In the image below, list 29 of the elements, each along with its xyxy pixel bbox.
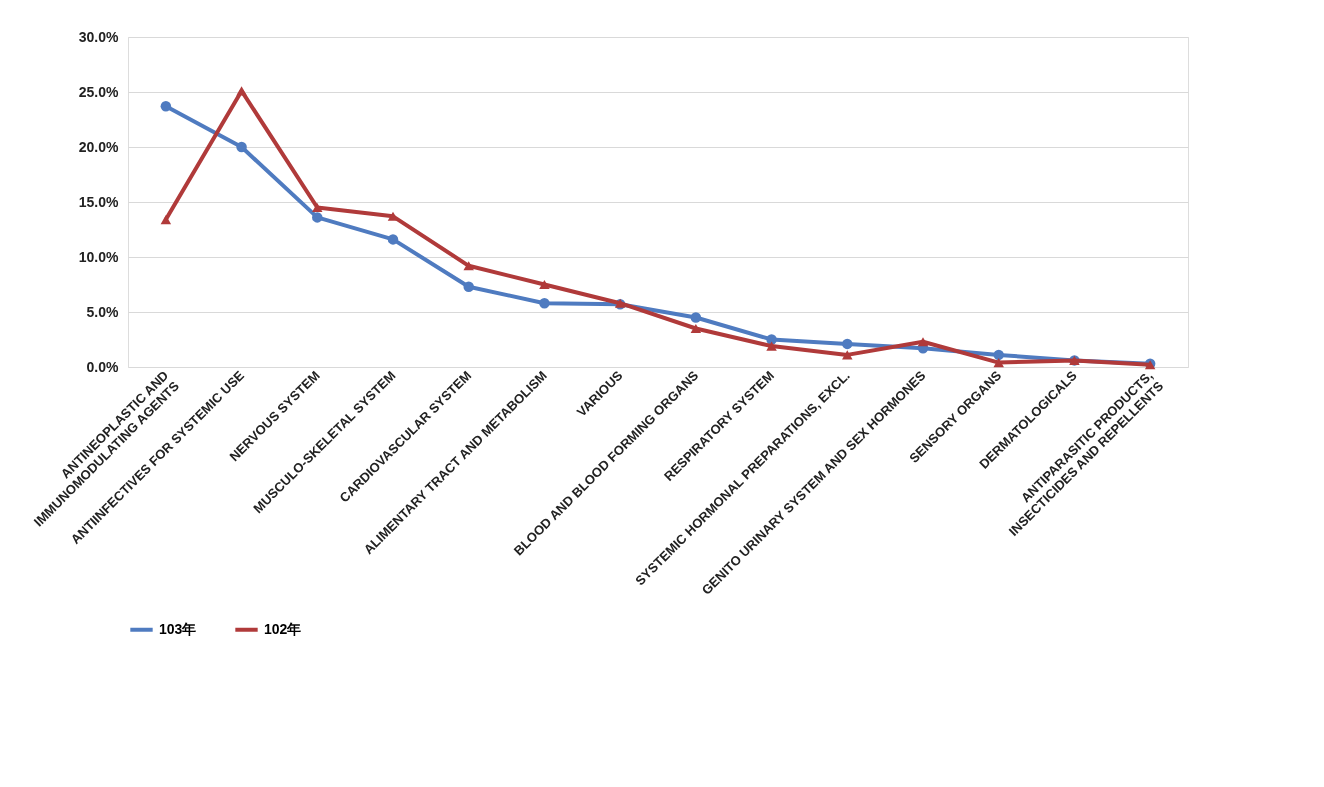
point <box>842 338 853 350</box>
point <box>539 279 550 290</box>
point <box>539 297 550 309</box>
point <box>842 350 853 360</box>
legend-label: 102年 <box>264 620 302 637</box>
point <box>917 337 929 347</box>
point <box>993 349 1004 361</box>
y-tick-label: 10.0% <box>78 248 120 265</box>
point <box>993 358 1004 368</box>
point <box>236 86 247 96</box>
point <box>236 141 247 153</box>
point <box>463 261 474 271</box>
legend-label: 103年 <box>159 620 197 637</box>
y-tick-label: 30.0% <box>78 28 120 45</box>
point <box>160 101 172 112</box>
point <box>312 202 323 213</box>
point <box>690 312 702 323</box>
y-tick-label: 5.0% <box>86 303 120 320</box>
point <box>387 234 399 245</box>
y-tick-label: 0.0% <box>86 358 120 375</box>
point <box>766 341 777 351</box>
point <box>766 334 777 345</box>
point <box>463 281 474 292</box>
point <box>690 323 702 334</box>
y-tick-label: 20.0% <box>78 138 120 155</box>
point <box>160 215 172 225</box>
point <box>312 212 323 223</box>
y-tick-label: 15.0% <box>78 193 120 210</box>
y-tick-label: 25.0% <box>78 83 120 100</box>
